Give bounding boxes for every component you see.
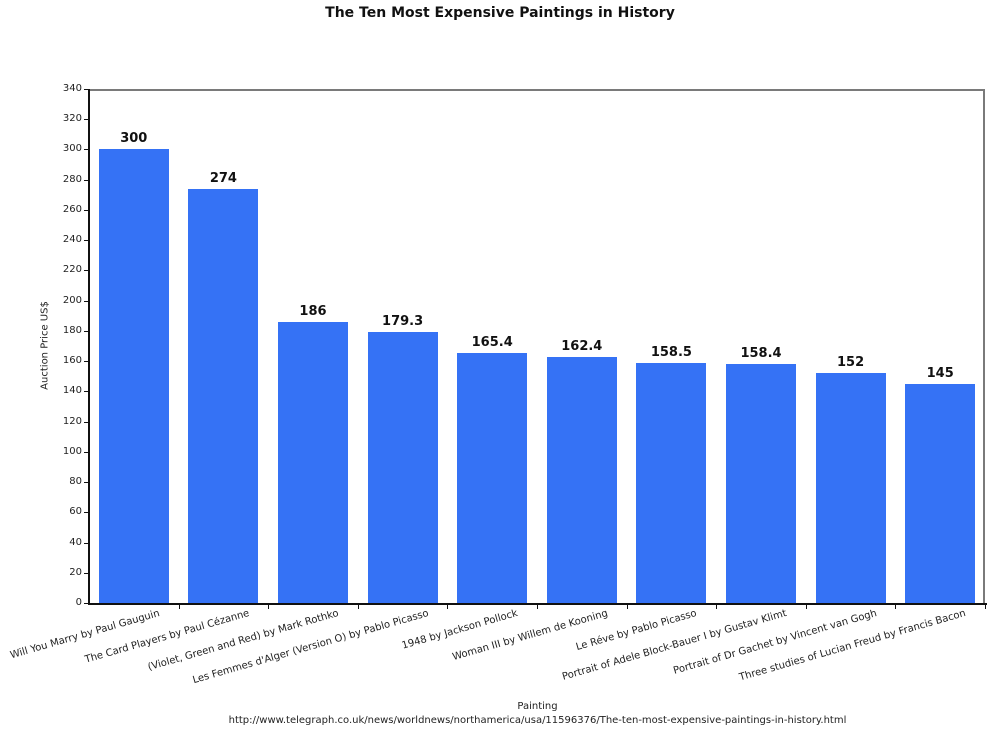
bar-value-label: 300 <box>120 131 148 147</box>
y-tick-mark <box>84 240 89 242</box>
y-tick-mark <box>84 330 89 332</box>
y-tick-label: 120 <box>62 415 82 427</box>
bar-value-label: 162.4 <box>561 339 603 355</box>
y-tick-mark <box>84 451 89 453</box>
y-tick-label: 200 <box>62 294 82 306</box>
y-tick-mark <box>84 542 89 544</box>
x-tick-mark <box>178 603 180 609</box>
y-tick-label: 80 <box>69 476 82 488</box>
bar <box>726 363 796 603</box>
x-axis-title: Painting <box>517 701 558 712</box>
y-tick-label: 60 <box>69 506 82 518</box>
y-tick-label: 0 <box>75 597 82 608</box>
y-tick-label: 160 <box>62 355 82 367</box>
y-tick-mark <box>84 179 89 181</box>
chart-title: The Ten Most Expensive Paintings in Hist… <box>325 5 675 21</box>
plot-area <box>89 89 985 603</box>
y-tick-label: 340 <box>62 83 82 94</box>
y-tick-label: 220 <box>62 264 82 276</box>
x-tick-mark <box>357 603 359 609</box>
y-tick-label: 100 <box>62 445 82 457</box>
y-tick-mark <box>84 421 89 423</box>
bar <box>546 357 617 603</box>
x-tick-mark <box>805 603 807 609</box>
bar <box>98 149 169 603</box>
y-tick-mark <box>84 270 89 272</box>
y-tick-label: 140 <box>62 385 82 397</box>
x-category-label: Woman III by Willem de Kooning <box>450 608 609 663</box>
bar-value-label: 274 <box>209 170 237 186</box>
y-tick-mark <box>84 572 89 574</box>
bar-value-label: 158.4 <box>740 345 782 361</box>
source-url: http://www.telegraph.co.uk/news/worldnew… <box>228 715 847 726</box>
y-tick-label: 20 <box>69 566 82 578</box>
y-tick-mark <box>84 512 89 514</box>
bar-value-label: 158.5 <box>650 345 692 361</box>
bar <box>278 321 348 603</box>
bar-value-label: 152 <box>837 355 865 371</box>
x-tick-mark <box>447 603 449 609</box>
y-tick-mark <box>84 89 89 90</box>
y-tick-label: 280 <box>62 173 82 185</box>
y-tick-label: 300 <box>62 143 82 155</box>
bar-value-label: 179.3 <box>382 313 424 329</box>
x-tick-mark <box>895 603 897 609</box>
x-category-label: Will You Marry by Paul Gauguin <box>8 608 161 662</box>
y-tick-mark <box>84 391 89 393</box>
y-tick-mark <box>84 209 89 211</box>
bar-value-label: 145 <box>926 365 954 381</box>
y-tick-label: 240 <box>62 234 82 246</box>
bar <box>905 383 976 603</box>
y-tick-mark <box>84 119 89 121</box>
y-axis-title: Auction Price US$ <box>39 301 51 390</box>
bar <box>367 331 438 603</box>
y-tick-label: 180 <box>62 324 82 336</box>
y-tick-mark <box>84 482 89 484</box>
x-tick-mark <box>537 603 538 609</box>
x-tick-mark <box>626 603 628 609</box>
y-tick-mark <box>84 361 89 363</box>
bar <box>815 373 886 603</box>
x-axis-line <box>88 603 987 605</box>
x-tick-mark <box>716 603 718 609</box>
x-tick-mark <box>268 603 270 609</box>
y-tick-label: 40 <box>69 536 82 548</box>
bar-value-label: 165.4 <box>471 334 513 350</box>
y-tick-label: 320 <box>62 113 82 125</box>
x-tick-mark <box>985 603 986 609</box>
y-tick-label: 260 <box>62 203 82 215</box>
y-axis-line <box>88 89 90 605</box>
y-tick-mark <box>84 300 89 302</box>
bar <box>188 188 259 603</box>
bar-value-label: 186 <box>299 303 327 319</box>
bar <box>457 352 528 603</box>
y-tick-mark <box>84 149 89 151</box>
y-tick-mark <box>84 603 89 604</box>
bar <box>636 363 707 603</box>
